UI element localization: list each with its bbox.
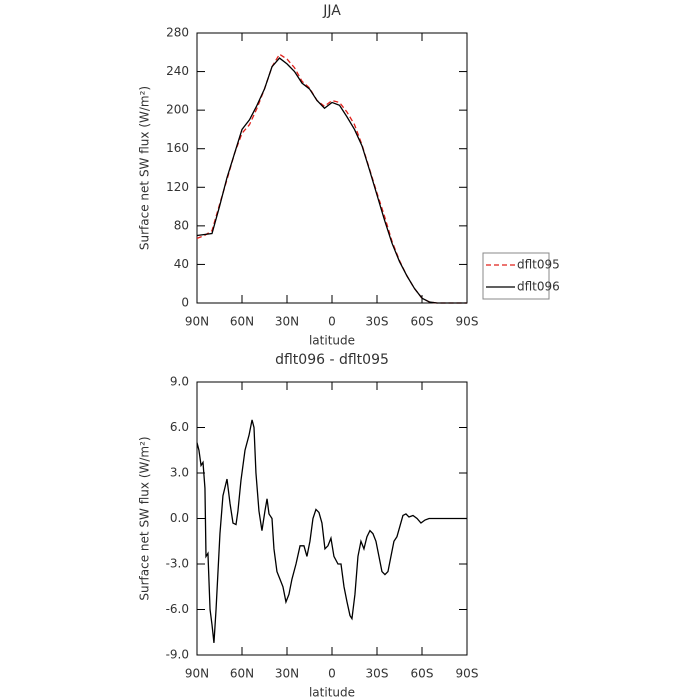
y-tick-label: 80	[174, 218, 189, 232]
x-tick-label: 30N	[275, 667, 299, 681]
x-tick-label: 60S	[411, 667, 434, 681]
x-tick-label: 0	[328, 315, 336, 329]
legend-frame	[482, 252, 550, 300]
y-axis-label: Surface net SW flux (W/m²)	[138, 436, 152, 600]
y-tick-label: 280	[166, 26, 189, 40]
y-tick-label: 3.0	[170, 466, 189, 480]
plot-frame	[196, 32, 468, 304]
x-tick-label: 60N	[230, 667, 254, 681]
x-tick-label: 60S	[411, 315, 434, 329]
x-tick-label: 30S	[366, 315, 389, 329]
legend-label: dflt096	[517, 280, 560, 294]
y-tick-label: 0.0	[170, 511, 189, 525]
y-tick-label: -9.0	[166, 648, 189, 662]
y-tick-label: 40	[174, 257, 189, 271]
y-tick-label: 120	[166, 180, 189, 194]
y-tick-label: 6.0	[170, 420, 189, 434]
x-tick-label: 60N	[230, 315, 254, 329]
y-tick-label: 240	[166, 64, 189, 78]
x-tick-label: 30S	[366, 667, 389, 681]
y-tick-label: 200	[166, 103, 189, 117]
data-line	[196, 419, 467, 643]
x-tick-label: 0	[328, 667, 336, 681]
chart-title: dflt096 - dflt095	[275, 352, 389, 368]
legend-label: dflt095	[517, 258, 560, 272]
y-tick-label: -3.0	[166, 557, 189, 571]
x-tick-label: 90S	[456, 667, 479, 681]
y-tick-label: -6.0	[166, 602, 189, 616]
x-tick-label: 90N	[185, 667, 209, 681]
y-tick-label: 0	[181, 296, 189, 310]
y-tick-label: 9.0	[170, 375, 189, 389]
chart-title: JJA	[322, 3, 341, 19]
x-tick-label: 90N	[185, 315, 209, 329]
y-tick-label: 160	[166, 141, 189, 155]
data-line	[196, 53, 467, 304]
data-line	[196, 57, 467, 304]
x-axis-label: latitude	[309, 686, 355, 700]
x-tick-label: 90S	[456, 315, 479, 329]
x-tick-label: 30N	[275, 315, 299, 329]
x-axis-label: latitude	[309, 334, 355, 348]
y-axis-label: Surface net SW flux (W/m²)	[138, 86, 152, 250]
